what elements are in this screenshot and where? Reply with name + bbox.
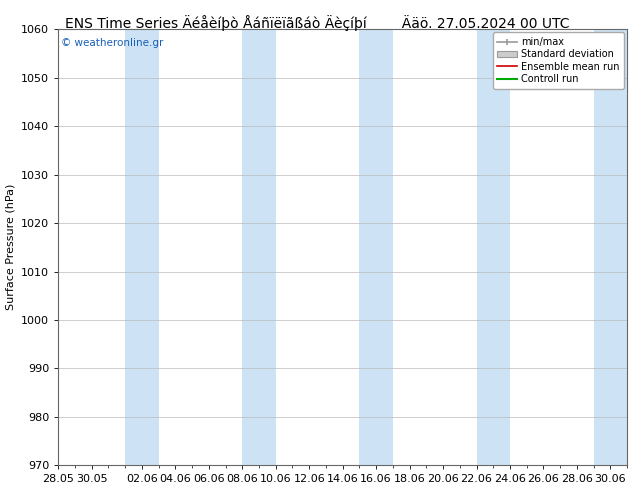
Text: © weatheronline.gr: © weatheronline.gr: [61, 38, 164, 48]
Legend: min/max, Standard deviation, Ensemble mean run, Controll run: min/max, Standard deviation, Ensemble me…: [493, 32, 624, 89]
Bar: [242, 29, 276, 465]
Bar: [125, 29, 158, 465]
Bar: [593, 29, 627, 465]
Y-axis label: Surface Pressure (hPa): Surface Pressure (hPa): [6, 184, 16, 311]
Bar: [477, 29, 510, 465]
Bar: [359, 29, 393, 465]
Text: ENS Time Series Äéåèíþò Åáñïëïãßáò Äèçíþí        Ääö. 27.05.2024 00 UTC: ENS Time Series Äéåèíþò Åáñïëïãßáò Äèçíþ…: [65, 15, 569, 31]
